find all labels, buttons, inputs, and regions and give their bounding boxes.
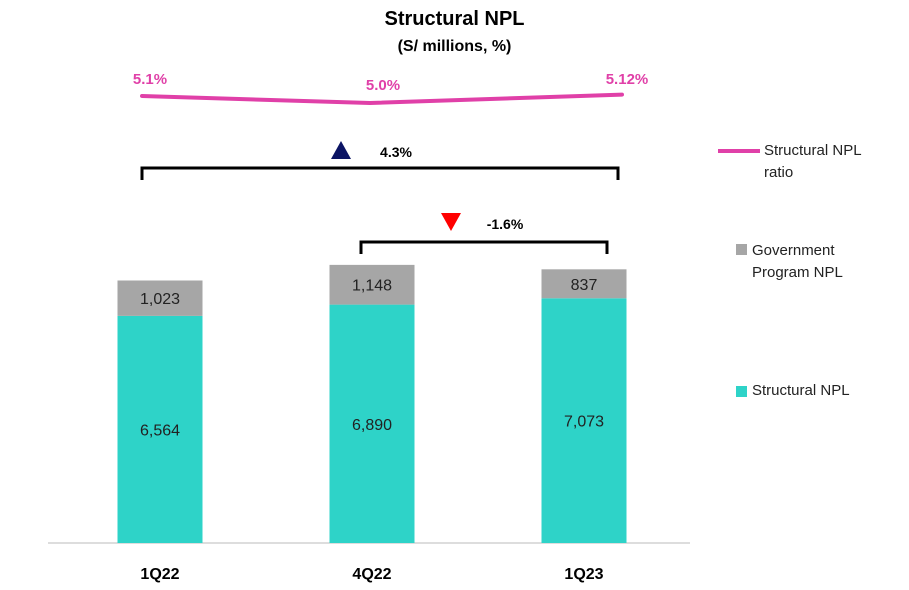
x-tick-label: 4Q22 <box>352 566 391 583</box>
triangle-up-icon <box>331 141 351 159</box>
data-label-government: 1,023 <box>140 291 180 308</box>
legend-ratio: Structural NPL ratio <box>764 142 861 181</box>
data-label-government: 837 <box>571 277 598 294</box>
data-label-government: 1,148 <box>352 278 392 295</box>
legend-structural: Structural NPL <box>752 382 850 399</box>
ratio-label: 5.1% <box>133 71 167 88</box>
data-label-structural: 6,890 <box>352 417 392 434</box>
legend-government: Government Program NPL <box>752 242 843 281</box>
data-label-structural: 7,073 <box>564 414 604 431</box>
change-label: 4.3% <box>380 144 412 160</box>
change-bracket <box>140 166 620 180</box>
bar-structural-1Q23 <box>541 298 627 543</box>
chart-subtitle: (S/ millions, %) <box>397 38 512 55</box>
change-bracket <box>359 240 609 254</box>
data-label-structural: 6,564 <box>140 422 180 439</box>
x-tick-label: 1Q22 <box>140 566 179 583</box>
bar-government-4Q22 <box>329 264 415 305</box>
x-tick-label: 1Q23 <box>564 566 603 583</box>
ratio-line <box>140 92 624 106</box>
change-label: -1.6% <box>487 216 524 232</box>
ratio-label: 5.12% <box>606 71 649 88</box>
bar-government-1Q23 <box>541 269 627 299</box>
bar-government-1Q22 <box>117 280 203 316</box>
triangle-down-icon <box>441 213 461 231</box>
ratio-label: 5.0% <box>366 77 400 94</box>
bar-structural-1Q22 <box>117 315 203 543</box>
bar-structural-4Q22 <box>329 304 415 543</box>
chart-title: Structural NPL <box>384 8 525 30</box>
